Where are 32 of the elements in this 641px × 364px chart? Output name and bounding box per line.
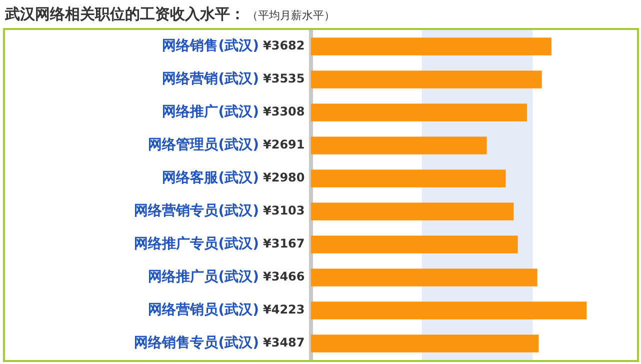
bar	[311, 236, 518, 254]
y-tick-label: 网络推广(武汉)	[162, 103, 259, 120]
data-label: ¥3682	[263, 38, 305, 53]
text: 武汉网络相关职位的工资收入水平：	[5, 5, 245, 23]
data-label: ¥2980	[263, 170, 305, 185]
y-tick-label: 网络推广员(武汉)	[148, 268, 259, 286]
data-label: ¥3308	[263, 104, 305, 119]
bar	[311, 302, 587, 320]
y-tick-label: 网络推广专员(武汉)	[134, 235, 259, 252]
bar	[311, 170, 506, 188]
chart-subtitle: （平均月薪水平）	[247, 9, 335, 22]
data-label: ¥2691	[263, 138, 305, 152]
bar	[311, 136, 487, 154]
y-tick-label: 网络销售专员(武汉)	[134, 334, 259, 352]
bar	[311, 104, 528, 122]
bar	[311, 334, 539, 352]
data-label: ¥3487	[263, 336, 305, 350]
data-label: ¥3167	[263, 236, 305, 251]
bar	[311, 268, 538, 286]
y-tick-label: 网络营销专员(武汉)	[134, 202, 259, 220]
y-tick-label: 网络营销(武汉)	[162, 71, 259, 88]
bar	[311, 70, 542, 88]
bar	[311, 202, 514, 220]
y-tick-label: 网络销售(武汉)	[162, 38, 259, 54]
data-label: ¥3103	[263, 204, 305, 218]
data-label: ¥3466	[263, 270, 305, 284]
bar	[311, 38, 552, 56]
data-label: ¥3535	[263, 72, 305, 86]
y-tick-label: 网络管理员(武汉)	[148, 137, 259, 154]
y-tick-label: 网络客服(武汉)	[162, 169, 259, 186]
data-label: ¥4223	[263, 302, 305, 317]
y-tick-label: 网络营销员(武汉)	[148, 302, 259, 318]
